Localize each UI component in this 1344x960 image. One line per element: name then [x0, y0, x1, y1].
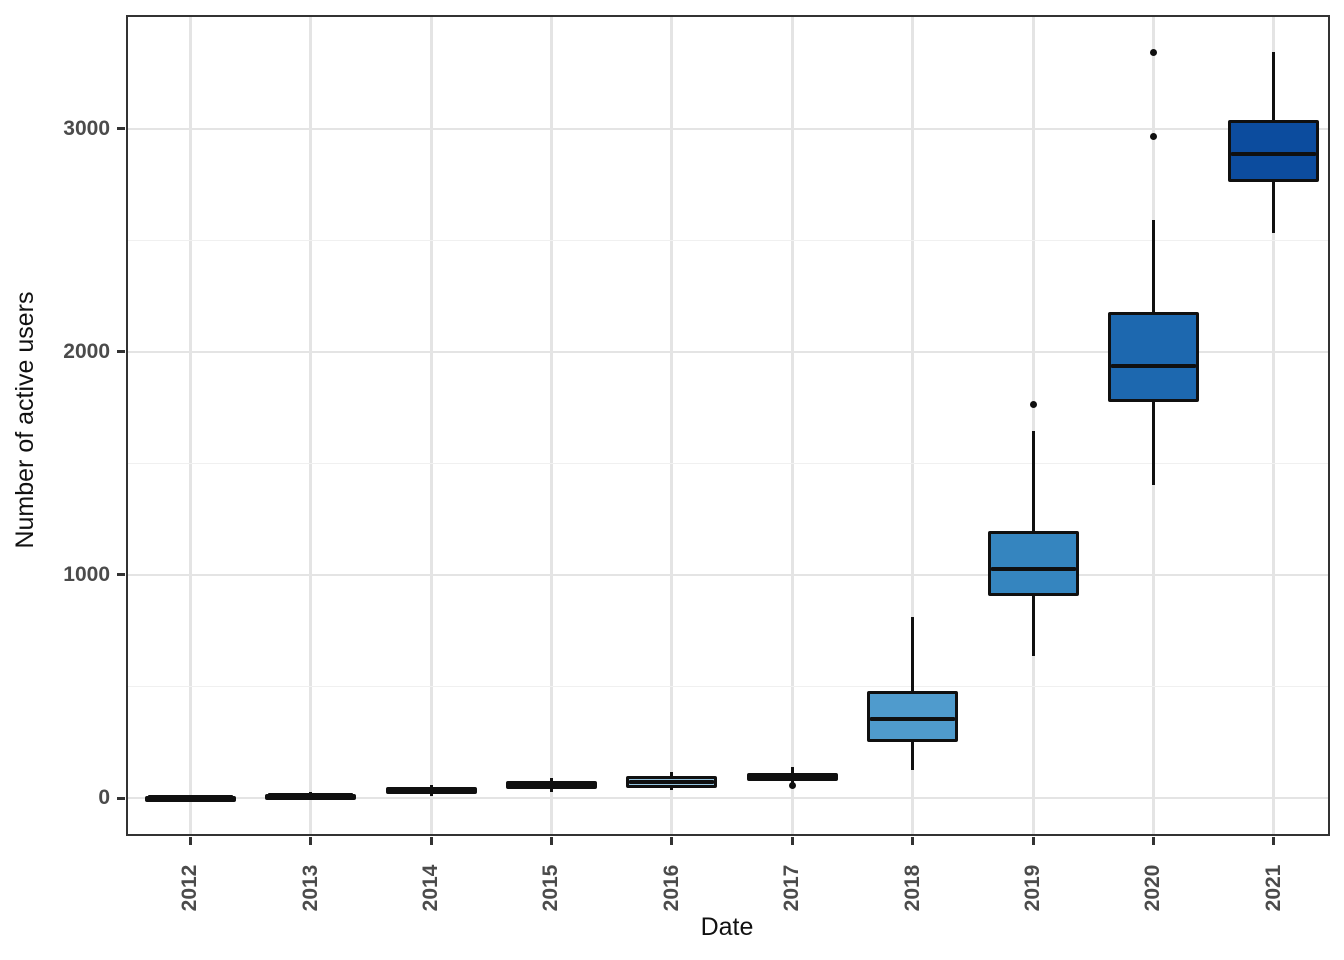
y-tick-2000 [117, 350, 125, 354]
x-tick-2021 [1272, 837, 1276, 845]
x-tick-label-2016: 2016 [659, 864, 683, 912]
median-2014 [388, 788, 474, 793]
x-tick-label-2021: 2021 [1261, 864, 1285, 912]
x-gridline-2017 [790, 17, 794, 834]
x-tick-label-2012: 2012 [178, 864, 202, 912]
x-gridline-2021 [1272, 17, 1276, 834]
x-tick-label-2020: 2020 [1141, 864, 1165, 912]
outlier-2017-0 [788, 782, 796, 790]
x-tick-2015 [549, 837, 553, 845]
y-gridline-0 [128, 797, 1328, 800]
box-2018 [867, 691, 959, 743]
x-axis-title: Date [700, 913, 754, 941]
x-tick-label-2019: 2019 [1021, 864, 1044, 912]
x-tick-label-2015: 2015 [539, 864, 563, 912]
plot-panel [126, 15, 1330, 836]
median-2020 [1110, 364, 1196, 369]
x-gridline-2014 [429, 17, 433, 834]
outlier-2019-0 [1029, 400, 1037, 408]
y-tick-label-0: 0 [98, 786, 110, 810]
y-gridline-1000 [128, 573, 1328, 576]
x-gridline-2015 [549, 17, 553, 834]
y-gridline-3000 [128, 127, 1328, 130]
box-2019 [987, 531, 1079, 597]
y-tick-3000 [117, 127, 125, 131]
y-minor-gridline-500 [128, 686, 1328, 688]
outlier-2020-0 [1149, 133, 1157, 141]
median-2016 [629, 780, 715, 785]
outlier-2020-1 [1149, 49, 1157, 57]
x-tick-label-2017: 2017 [780, 864, 804, 912]
x-tick-2017 [790, 837, 794, 845]
x-gridline-2018 [911, 17, 915, 834]
y-tick-label-2000: 2000 [63, 339, 110, 363]
x-gridline-2013 [309, 17, 313, 834]
x-tick-2016 [670, 837, 674, 845]
y-axis-title: Number of active users [11, 291, 39, 549]
x-tick-2018 [911, 837, 915, 845]
x-tick-2014 [429, 837, 433, 845]
median-2018 [870, 716, 956, 721]
x-gridline-2019 [1031, 17, 1035, 834]
x-tick-2013 [309, 837, 313, 845]
box-2021 [1228, 119, 1320, 183]
y-tick-1000 [117, 573, 125, 577]
x-gridline-2012 [188, 17, 192, 834]
median-2012 [147, 795, 233, 800]
median-2013 [268, 793, 354, 798]
x-gridline-2016 [670, 17, 674, 834]
x-tick-label-2014: 2014 [419, 864, 442, 912]
x-tick-label-2018: 2018 [900, 864, 924, 912]
y-minor-gridline-1500 [128, 462, 1328, 464]
box-2020 [1107, 311, 1199, 403]
y-minor-gridline-2500 [128, 239, 1328, 241]
median-2019 [990, 567, 1076, 572]
y-tick-label-1000: 1000 [63, 562, 110, 586]
median-2017 [749, 774, 835, 779]
x-tick-2020 [1151, 837, 1155, 845]
x-tick-label-2013: 2013 [298, 864, 322, 912]
median-2015 [508, 783, 594, 788]
x-tick-2019 [1031, 837, 1035, 845]
y-gridline-2000 [128, 350, 1328, 353]
y-tick-0 [117, 796, 125, 800]
y-tick-label-3000: 3000 [63, 116, 110, 140]
x-tick-2012 [188, 837, 192, 845]
median-2021 [1231, 152, 1317, 157]
